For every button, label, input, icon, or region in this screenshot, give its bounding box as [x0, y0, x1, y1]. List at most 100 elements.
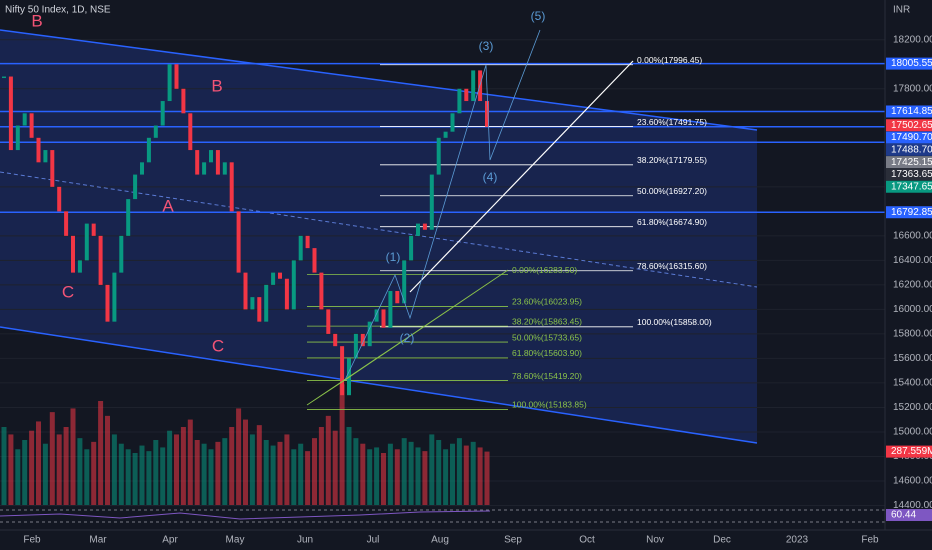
- price-label: 17488.70: [891, 144, 932, 155]
- volume-bar: [91, 441, 97, 505]
- price-label: 17347.65: [891, 181, 932, 192]
- candle: [402, 260, 407, 304]
- volume-bar: [146, 451, 152, 505]
- volume-bar: [422, 451, 428, 505]
- price-label: 287.559M: [891, 446, 932, 457]
- candle: [36, 137, 41, 163]
- candle: [422, 223, 427, 230]
- candle: [257, 297, 262, 322]
- price-label-box: [886, 180, 932, 193]
- x-tick-label: Apr: [162, 535, 178, 546]
- candle: [333, 333, 338, 347]
- channel-top: [0, 29, 758, 131]
- volume-bar: [339, 384, 345, 505]
- price-label: 17425.15: [891, 157, 932, 168]
- candle: [29, 113, 34, 138]
- volume-bar: [132, 453, 138, 505]
- x-tick-label: Feb: [861, 535, 879, 546]
- channel-mid: [0, 171, 758, 288]
- volume-bar: [415, 447, 421, 505]
- fib-label: 38.20%(17179.55): [637, 155, 707, 165]
- candle: [388, 291, 393, 328]
- price-label: 17363.65: [891, 169, 932, 180]
- volume-bar: [436, 440, 442, 505]
- volume-bar: [325, 415, 331, 505]
- candle: [50, 150, 55, 187]
- volume-bar: [29, 430, 35, 505]
- chart-title: Nifty 50 Index, 1D, NSE: [5, 5, 111, 16]
- volume-bar: [429, 434, 435, 505]
- fib-label: 38.20%(15863.45): [512, 316, 582, 326]
- volume-bar: [77, 438, 83, 505]
- volume-bar: [367, 449, 373, 505]
- fib-label: 78.60%(15419.20): [512, 371, 582, 381]
- volume-bar: [125, 449, 131, 505]
- candle: [202, 162, 207, 175]
- y-tick-label: 15200.00: [893, 402, 932, 413]
- candle: [278, 272, 282, 279]
- candle: [326, 309, 331, 334]
- currency: INR: [893, 5, 910, 16]
- price-label-box: [886, 445, 932, 458]
- fib-label: 23.60%(16023.95): [512, 297, 582, 307]
- price-axis: 18200.0017800.0017000.0016600.0016400.00…: [23, 34, 932, 546]
- candle: [2, 76, 6, 79]
- volume-bar: [353, 438, 359, 505]
- candle: [71, 235, 75, 273]
- volume-bar: [360, 443, 366, 505]
- volume-bar: [139, 445, 145, 505]
- volume-bar: [22, 440, 28, 505]
- candle: [181, 88, 186, 114]
- corrective-label: C: [212, 336, 224, 355]
- volume-bar: [98, 401, 104, 505]
- candle: [43, 150, 48, 163]
- candle: [284, 278, 289, 310]
- trend-line: [409, 60, 634, 293]
- candle: [153, 125, 158, 138]
- candle: [98, 235, 103, 285]
- candle: [305, 235, 310, 249]
- volume-bar: [346, 427, 352, 505]
- volume-bar: [56, 434, 62, 505]
- y-tick-label: 15800.00: [893, 329, 932, 340]
- corrective-label: B: [31, 11, 42, 30]
- volume-bar: [291, 449, 297, 505]
- fib-label: 50.00%(15733.65): [512, 332, 582, 342]
- candle: [312, 248, 317, 273]
- candle: [167, 64, 172, 102]
- wave-path: [344, 29, 541, 381]
- volume-bar: [387, 443, 393, 505]
- candle: [133, 174, 138, 200]
- volume-bar: [450, 443, 455, 505]
- candle: [443, 131, 448, 138]
- wave-label: (3): [479, 39, 494, 53]
- candles: [2, 64, 489, 396]
- volume-bar: [167, 430, 173, 505]
- fib-label: 78.60%(16315.60): [637, 261, 707, 271]
- y-tick-label: 17800.00: [893, 83, 932, 94]
- volume-bar: [456, 438, 462, 505]
- fibonacci: 0.00%(17996.45) 23.60%(17491.75) 38.20%(17…: [307, 55, 712, 410]
- candle: [146, 137, 151, 163]
- candle: [126, 199, 131, 236]
- x-tick-label: 2023: [786, 535, 809, 546]
- volume-bar: [277, 441, 283, 505]
- price-label-box: [886, 509, 932, 521]
- candle: [64, 211, 69, 236]
- volume-bar: [443, 449, 449, 505]
- x-tick-label: May: [226, 535, 245, 546]
- candle: [436, 137, 441, 175]
- price-label-box: [886, 206, 932, 219]
- y-tick-label: 16000.00: [893, 304, 932, 315]
- grid: [0, 39, 885, 506]
- volume-bar: [236, 408, 242, 505]
- candle: [243, 272, 248, 310]
- candle: [77, 260, 82, 273]
- volume-bar: [160, 447, 166, 505]
- x-tick-label: Sep: [504, 535, 522, 546]
- price-label: 18005.55: [891, 58, 932, 69]
- candle: [222, 162, 227, 175]
- y-tick-label: 15600.00: [893, 353, 932, 364]
- corrective-label: A: [162, 196, 174, 215]
- candle: [471, 70, 476, 102]
